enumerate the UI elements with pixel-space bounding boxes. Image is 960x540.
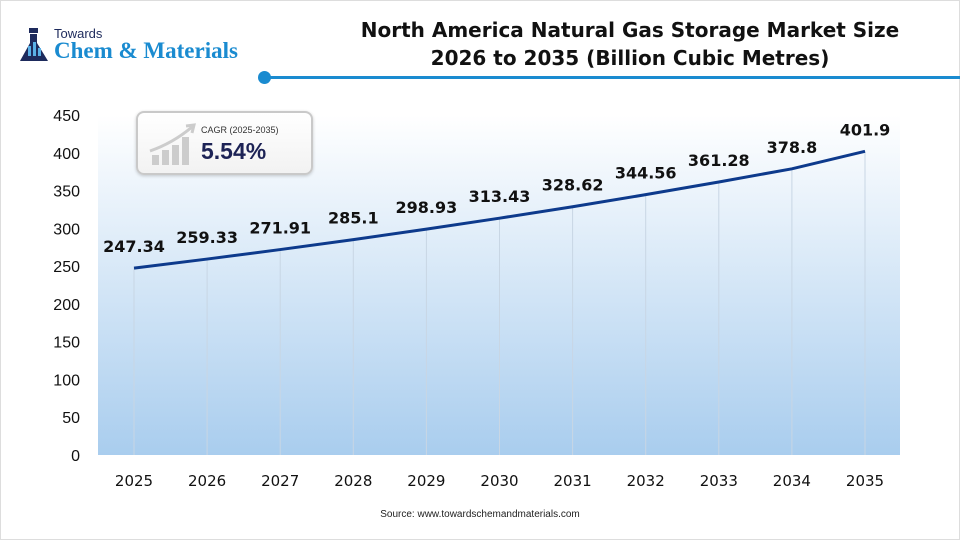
x-tick-label: 2027 xyxy=(261,472,299,490)
cagr-value: 5.54% xyxy=(201,138,267,164)
x-tick-label: 2033 xyxy=(700,472,738,490)
growth-chart-icon xyxy=(149,123,196,165)
x-tick-label: 2034 xyxy=(773,472,811,490)
brand-logo: Towards Chem & Materials xyxy=(18,26,258,66)
data-label: 259.33 xyxy=(176,228,238,247)
x-tick-label: 2035 xyxy=(846,472,884,490)
x-tick-label: 2026 xyxy=(188,472,226,490)
data-label: 401.9 xyxy=(840,120,891,139)
series-line xyxy=(133,149,866,270)
data-label: 344.56 xyxy=(615,164,677,183)
x-tick-label: 2031 xyxy=(554,472,592,490)
chart-title: North America Natural Gas Storage Market… xyxy=(300,16,960,72)
data-label: 313.43 xyxy=(469,187,531,206)
x-tick-label: 2029 xyxy=(407,472,445,490)
x-tick-label: 2032 xyxy=(627,472,665,490)
title-line2: 2026 to 2035 (Billion Cubic Metres) xyxy=(430,46,830,70)
y-tick-label: 450 xyxy=(53,108,80,125)
flask-icon xyxy=(20,28,48,61)
data-label: 328.62 xyxy=(542,176,604,195)
data-label: 361.28 xyxy=(688,151,750,170)
y-tick-label: 0 xyxy=(71,448,80,465)
x-tick-label: 2028 xyxy=(334,472,372,490)
title-rule-dot xyxy=(258,71,271,84)
brand-line1: Towards xyxy=(54,26,103,41)
title-line1: North America Natural Gas Storage Market… xyxy=(360,18,900,42)
y-tick-label: 100 xyxy=(53,372,80,389)
title-rule xyxy=(265,76,960,79)
x-tick-label: 2030 xyxy=(480,472,518,490)
data-label: 285.1 xyxy=(328,209,379,228)
y-tick-label: 300 xyxy=(53,221,80,238)
data-label: 271.91 xyxy=(249,219,311,238)
cagr-label: CAGR (2025-2035) xyxy=(201,125,279,135)
x-tick-label: 2025 xyxy=(115,472,153,490)
brand-line2: Chem & Materials xyxy=(54,38,238,63)
y-tick-label: 200 xyxy=(53,297,80,314)
data-label: 378.8 xyxy=(767,138,818,157)
y-tick-label: 50 xyxy=(62,410,80,427)
data-label: 247.34 xyxy=(103,237,165,256)
y-tick-label: 150 xyxy=(53,335,80,352)
source-note: Source: www.towardschemandmaterials.com xyxy=(380,509,580,520)
y-tick-label: 350 xyxy=(53,184,80,201)
y-tick-label: 400 xyxy=(53,146,80,163)
cagr-box: CAGR (2025-2035) 5.54% xyxy=(136,111,313,175)
data-label: 298.93 xyxy=(396,198,458,217)
y-tick-label: 250 xyxy=(53,259,80,276)
